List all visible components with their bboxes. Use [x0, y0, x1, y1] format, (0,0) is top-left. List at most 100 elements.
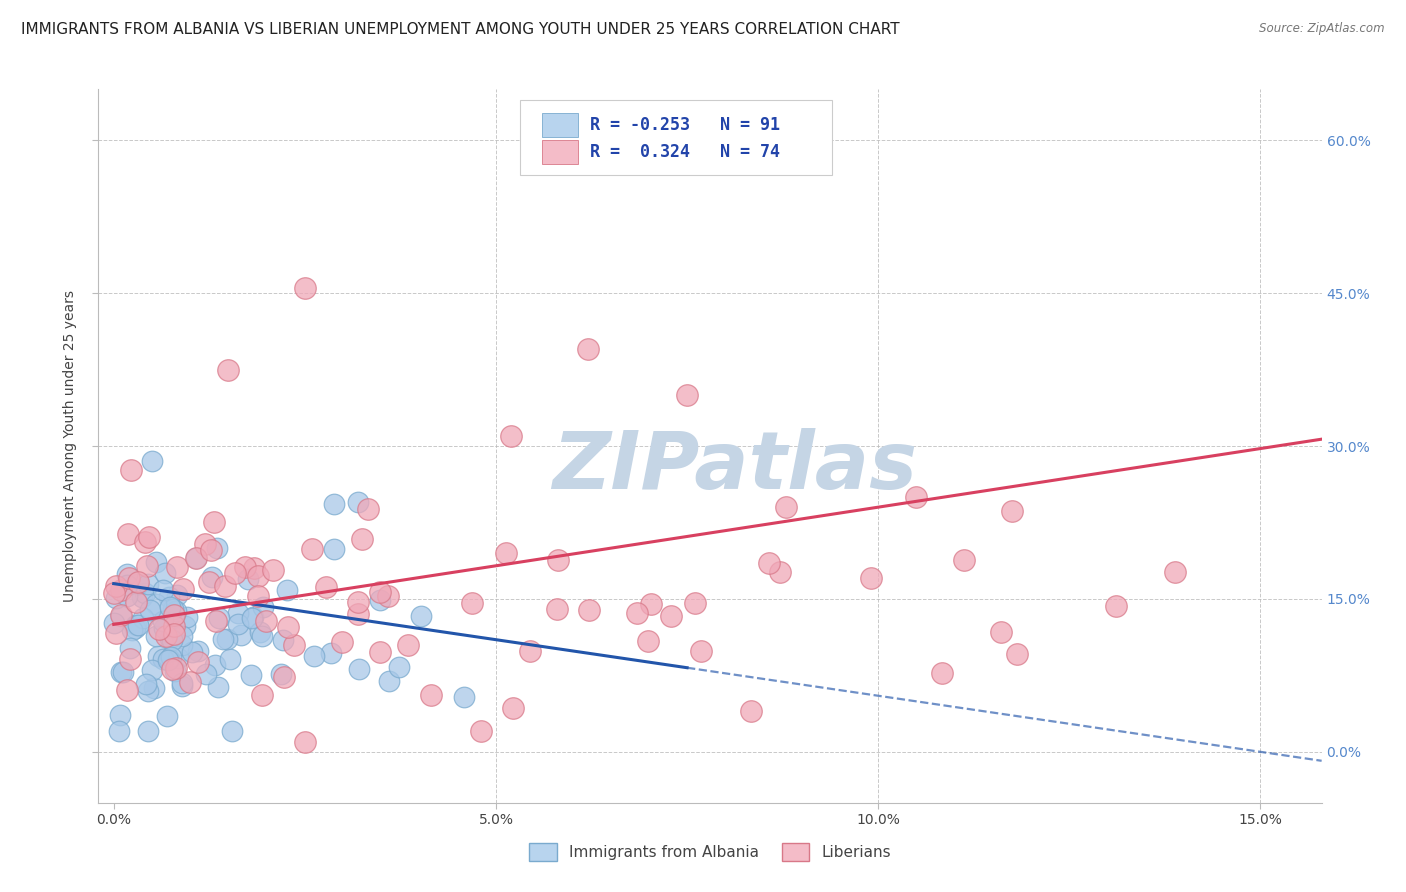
Point [250, 629, 273, 643]
Point [195, 667, 218, 681]
Point [136, 558, 159, 573]
Point [470, 724, 492, 739]
Point [250, 688, 273, 702]
Point [176, 610, 198, 624]
Point [931, 665, 953, 680]
Point [120, 463, 142, 477]
Point [1007, 647, 1029, 661]
Point [217, 362, 239, 376]
Point [163, 664, 186, 678]
Text: R = -0.253   N = 91: R = -0.253 N = 91 [591, 116, 780, 134]
Point [103, 615, 125, 630]
Point [683, 597, 706, 611]
Point [157, 590, 180, 604]
Point [226, 606, 249, 620]
Point [1001, 504, 1024, 518]
Point [453, 690, 475, 704]
Point [378, 674, 401, 689]
Point [315, 580, 337, 594]
Point [419, 688, 441, 702]
Point [501, 429, 523, 443]
Point [162, 633, 184, 648]
Text: IMMIGRANTS FROM ALBANIA VS LIBERIAN UNEMPLOYMENT AMONG YOUTH UNDER 25 YEARS CORR: IMMIGRANTS FROM ALBANIA VS LIBERIAN UNEM… [21, 22, 900, 37]
Point [368, 592, 391, 607]
Point [138, 602, 160, 616]
Point [166, 651, 188, 665]
Point [283, 639, 305, 653]
Point [249, 625, 271, 640]
Point [676, 388, 699, 402]
Point [346, 607, 368, 622]
Point [214, 579, 236, 593]
Point [184, 551, 207, 566]
Point [125, 617, 148, 632]
Point [411, 609, 433, 624]
Point [105, 591, 128, 605]
Point [217, 632, 239, 647]
Point [277, 620, 299, 634]
Point [118, 571, 141, 585]
Point [775, 500, 797, 515]
Point [247, 568, 270, 582]
Point [121, 623, 143, 637]
Point [136, 724, 159, 739]
Point [108, 708, 131, 723]
Point [115, 683, 138, 698]
Point [322, 542, 344, 557]
Point [637, 634, 659, 648]
Point [117, 527, 139, 541]
Point [208, 611, 231, 625]
Point [145, 629, 167, 643]
Point [368, 585, 391, 599]
Point [461, 596, 484, 610]
Point [740, 704, 762, 718]
FancyBboxPatch shape [543, 112, 578, 137]
Point [347, 495, 370, 509]
Point [905, 490, 928, 504]
Point [163, 626, 186, 640]
Point [377, 589, 399, 603]
Point [205, 541, 228, 555]
Point [547, 553, 569, 567]
Point [141, 454, 163, 468]
Point [110, 609, 132, 624]
Point [120, 641, 142, 656]
Point [546, 602, 568, 616]
Point [396, 639, 419, 653]
Text: ZIPatlas: ZIPatlas [553, 428, 917, 507]
Point [160, 630, 183, 644]
Point [110, 583, 132, 598]
Point [125, 595, 148, 609]
Point [239, 667, 262, 681]
Point [197, 575, 219, 590]
Point [157, 653, 180, 667]
Point [200, 543, 222, 558]
Point [233, 559, 256, 574]
Point [252, 600, 274, 615]
Point [118, 652, 141, 666]
Point [388, 659, 411, 673]
Point [242, 560, 264, 574]
Point [131, 590, 153, 604]
Point [172, 582, 194, 596]
Point [370, 645, 392, 659]
Point [145, 555, 167, 569]
Point [219, 652, 242, 666]
Point [115, 589, 138, 603]
Point [159, 650, 181, 665]
Point [170, 679, 193, 693]
Point [115, 567, 138, 582]
Point [159, 632, 181, 646]
Point [111, 665, 134, 679]
Point [166, 559, 188, 574]
Point [1105, 599, 1128, 614]
Point [201, 570, 224, 584]
Point [294, 734, 316, 748]
FancyBboxPatch shape [520, 100, 832, 175]
Point [576, 342, 599, 356]
Point [104, 579, 127, 593]
Point [769, 565, 792, 579]
Y-axis label: Unemployment Among Youth under 25 years: Unemployment Among Youth under 25 years [63, 290, 77, 602]
Point [226, 617, 249, 632]
Point [153, 566, 176, 580]
